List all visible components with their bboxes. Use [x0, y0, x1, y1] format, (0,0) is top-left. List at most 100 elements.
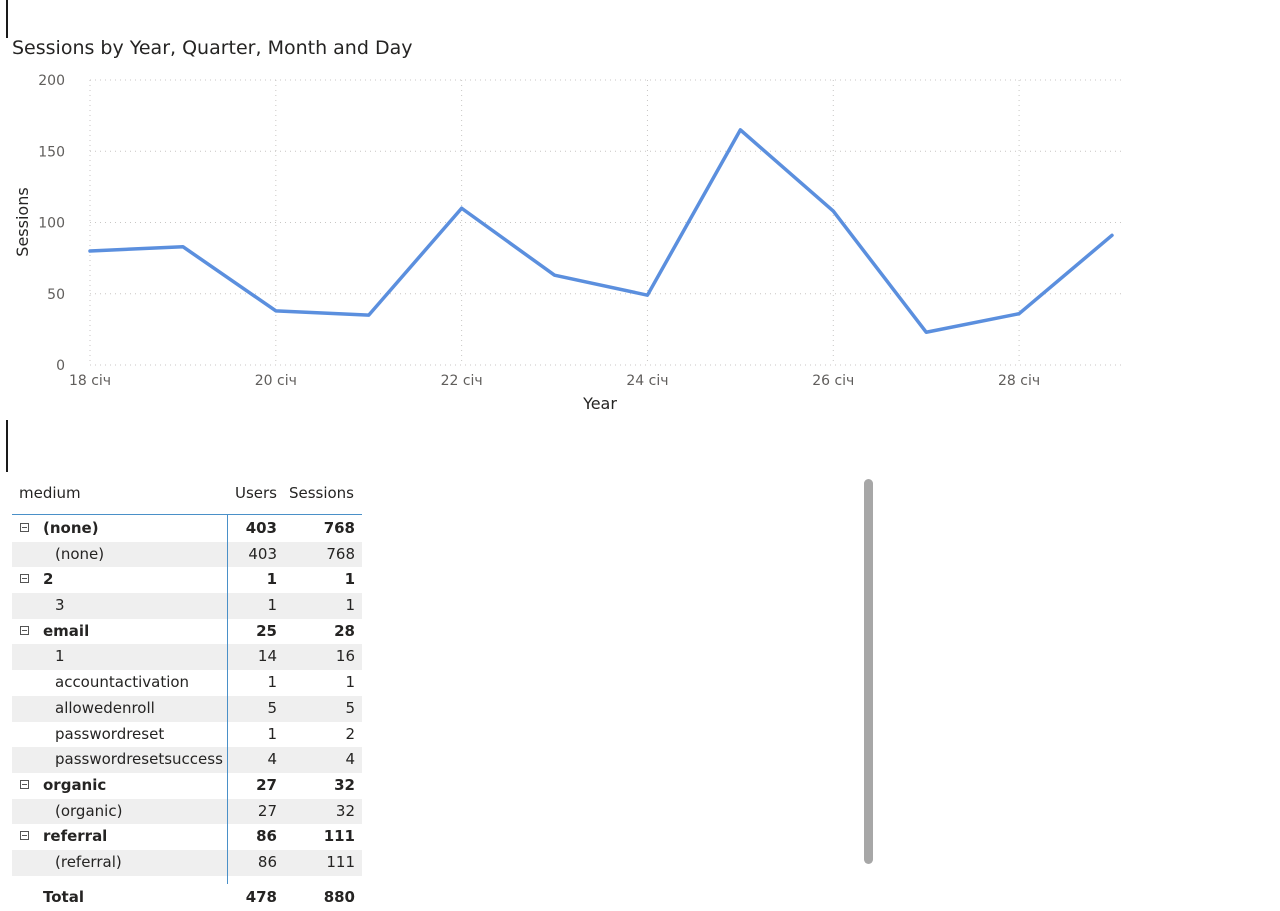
matrix-group-row[interactable]: organic 27 32 — [12, 773, 362, 799]
header-users[interactable]: Users — [234, 484, 277, 502]
cell-label: referral — [43, 827, 108, 846]
cell-label: 3 — [55, 596, 65, 615]
matrix-group-row[interactable]: 2 1 1 — [12, 567, 362, 593]
data-point[interactable] — [831, 209, 835, 213]
sessions-line-chart[interactable]: Sessions by Year, Quarter, Month and Day… — [0, 0, 1140, 420]
y-tick-label: 100 — [38, 216, 65, 232]
y-axis-label: Sessions — [13, 187, 32, 256]
cell-label: (organic) — [55, 801, 123, 820]
cell-label: email — [43, 621, 90, 640]
header-sessions[interactable]: Sessions — [288, 484, 354, 502]
cell-users: 4 — [267, 750, 277, 769]
cell-users: 1 — [267, 724, 277, 743]
series-line[interactable] — [88, 128, 1114, 334]
matrix-child-row[interactable]: passwordresetsuccess 4 4 — [12, 747, 362, 773]
series-layer — [88, 128, 1114, 334]
x-tick-label: 28 січ — [998, 373, 1040, 389]
cell-label: allowedenroll — [55, 698, 155, 717]
data-point[interactable] — [1110, 233, 1114, 237]
matrix-child-row[interactable]: passwordreset 1 2 — [12, 722, 362, 748]
cell-sessions: 768 — [323, 519, 355, 537]
data-point[interactable] — [274, 309, 278, 313]
y-axis-ticks: 0 50 100 150 200 — [38, 73, 65, 374]
cell-users: 1 — [267, 673, 277, 692]
chart-gridlines — [89, 79, 1122, 366]
collapse-icon[interactable] — [20, 831, 29, 841]
cell-label: (referral) — [55, 852, 122, 871]
total-sessions: 880 — [323, 888, 355, 906]
x-tick-label: 20 січ — [255, 373, 297, 389]
matrix-child-row[interactable]: allowedenroll 5 5 — [12, 695, 362, 722]
data-point[interactable] — [645, 293, 649, 297]
y-tick-label: 0 — [56, 358, 65, 374]
cell-sessions: 1 — [345, 673, 355, 692]
chart-plot: 0 50 100 150 200 18 січ 20 січ 22 січ 24 січ 26 … — [13, 73, 1122, 413]
y-tick-label: 50 — [47, 287, 65, 303]
matrix-child-row[interactable]: (organic) 27 32 — [12, 798, 362, 825]
cell-users: 25 — [256, 621, 277, 640]
total-users: 478 — [245, 888, 277, 906]
cell-users: 27 — [256, 775, 277, 794]
x-tick-label: 24 січ — [626, 373, 668, 389]
cell-sessions: 111 — [323, 827, 355, 846]
total-row: Total 478 880 — [12, 884, 362, 911]
data-point[interactable] — [181, 245, 185, 249]
matrix-group-row[interactable]: (none) 403 768 — [12, 516, 362, 542]
partial-hidden-row: · — [12, 876, 362, 884]
cell-users: 5 — [267, 698, 277, 717]
collapse-icon[interactable] — [20, 523, 29, 532]
cell-sessions: 32 — [335, 801, 355, 820]
data-point[interactable] — [738, 128, 742, 132]
data-point[interactable] — [553, 273, 557, 277]
cell-sessions: 768 — [326, 544, 355, 563]
data-point[interactable] — [1017, 312, 1021, 316]
cursor-mark-top — [6, 0, 8, 38]
chart-title: Sessions by Year, Quarter, Month and Day — [12, 37, 413, 59]
data-point[interactable] — [924, 330, 928, 334]
medium-matrix-table[interactable]: medium Users Sessions (none) 403 768 (none)… — [12, 478, 362, 911]
cursor-mark-middle — [6, 420, 8, 472]
vertical-scrollbar[interactable] — [864, 479, 873, 864]
x-tick-label: 26 січ — [812, 373, 854, 389]
cell-users: 86 — [256, 827, 277, 846]
cell-label: accountactivation — [55, 673, 190, 692]
collapse-icon[interactable] — [20, 779, 29, 789]
data-point[interactable] — [460, 206, 464, 210]
matrix-child-row[interactable]: accountactivation 1 1 — [12, 670, 362, 696]
cell-sessions: 111 — [326, 852, 355, 871]
data-point[interactable] — [367, 313, 371, 317]
data-point[interactable] — [88, 249, 92, 253]
matrix-child-row[interactable]: 3 1 1 — [12, 593, 362, 619]
cell-sessions: 1 — [344, 570, 355, 589]
cell-users: 403 — [248, 544, 277, 563]
cell-label: organic — [43, 775, 107, 794]
collapse-icon[interactable] — [20, 574, 29, 584]
y-tick-label: 200 — [38, 73, 65, 89]
cell-label: (none) — [43, 519, 99, 537]
column-divider — [227, 515, 228, 911]
cell-label: 1 — [55, 647, 65, 666]
cell-sessions: 4 — [345, 750, 355, 769]
cell-label: 2 — [43, 570, 54, 589]
matrix-group-row[interactable]: referral 86 111 — [12, 824, 362, 850]
cell-sessions: 28 — [334, 621, 355, 640]
header-medium[interactable]: medium — [19, 484, 81, 502]
matrix-child-row[interactable]: (referral) 86 111 — [12, 849, 362, 876]
x-tick-label: 22 січ — [441, 373, 483, 389]
cell-users: 86 — [257, 852, 277, 871]
cell-sessions: 32 — [334, 775, 355, 794]
x-tick-label: 18 січ — [69, 373, 111, 389]
cell-users: 403 — [245, 519, 277, 537]
matrix-group-row[interactable]: email 25 28 — [12, 619, 362, 645]
cell-label: passwordresetsuccess — [55, 750, 223, 769]
cell-sessions: 16 — [335, 647, 355, 666]
matrix-child-row[interactable]: (none) 403 768 — [12, 541, 362, 568]
cell-sessions: 1 — [345, 596, 355, 615]
cell-users: 1 — [266, 570, 277, 589]
cell-users: 14 — [257, 647, 277, 666]
x-axis-label: Year — [582, 394, 617, 413]
total-label: Total — [43, 888, 84, 906]
cell-label: (none) — [55, 544, 105, 563]
matrix-child-row[interactable]: 1 14 16 — [12, 644, 362, 671]
collapse-icon[interactable] — [20, 625, 29, 635]
